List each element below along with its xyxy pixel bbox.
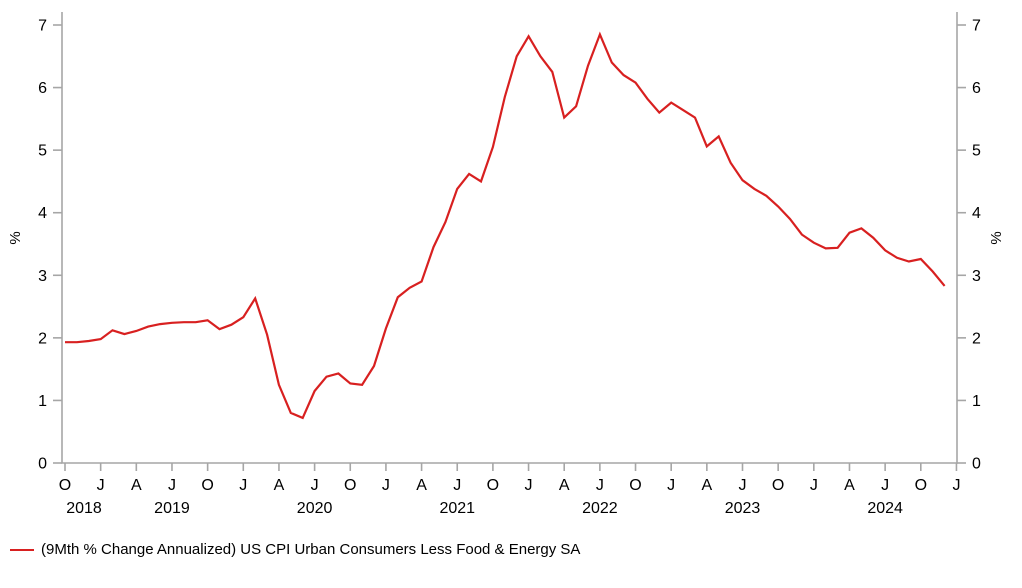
x-axis-month-label: J	[810, 477, 818, 494]
x-axis-month-label: O	[487, 477, 499, 494]
x-axis-year-label: 2023	[725, 500, 761, 517]
y-axis-tick-label-left: 1	[38, 393, 47, 410]
x-axis-month-label: J	[168, 477, 176, 494]
y-axis-tick-label-left: 6	[38, 80, 47, 97]
legend-line-swatch	[10, 548, 34, 552]
y-axis-tick-label-left: 3	[38, 268, 47, 285]
series-line	[65, 31, 946, 420]
y-axis-tick-label-left: 7	[38, 18, 47, 35]
x-axis-year-label: 2020	[297, 500, 333, 517]
y-axis-tick-label-right: 1	[972, 393, 981, 410]
x-axis-month-label: A	[416, 477, 427, 494]
y-axis-tick-label-right: 0	[972, 456, 981, 473]
legend-label: (9Mth % Change Annualized) US CPI Urban …	[41, 541, 581, 558]
x-axis-year-label: 2019	[154, 500, 190, 517]
x-axis-month-label: O	[772, 477, 784, 494]
y-axis-tick-label-left: 5	[38, 143, 47, 160]
x-axis-month-label: A	[274, 477, 285, 494]
y-axis-tick-label-right: 2	[972, 330, 981, 347]
x-axis-month-label: O	[629, 477, 641, 494]
x-axis-month-label: J	[596, 477, 604, 494]
y-axis-tick-label-left: 0	[38, 456, 47, 473]
y-axis-tick-label-left: 2	[38, 330, 47, 347]
x-axis-month-label: O	[344, 477, 356, 494]
x-axis-month-label: O	[59, 477, 71, 494]
x-axis-month-label: J	[382, 477, 390, 494]
y-axis-title-left: %	[7, 231, 24, 244]
x-axis-year-label: 2024	[867, 500, 903, 517]
x-axis-month-label: A	[702, 477, 713, 494]
x-axis-month-label: J	[97, 477, 105, 494]
x-axis-month-label: A	[131, 477, 142, 494]
x-axis-month-label: J	[453, 477, 461, 494]
x-axis-month-label: J	[239, 477, 247, 494]
legend: (9Mth % Change Annualized) US CPI Urban …	[10, 541, 580, 559]
x-axis-month-label: J	[881, 477, 889, 494]
y-axis-title-right: %	[988, 231, 1005, 244]
x-axis-month-label: O	[201, 477, 213, 494]
x-axis-month-label: A	[559, 477, 570, 494]
x-axis-year-label: 2021	[439, 500, 475, 517]
x-axis-month-label: J	[739, 477, 747, 494]
y-axis-tick-label-right: 6	[972, 80, 981, 97]
y-axis-tick-label-right: 7	[972, 18, 981, 35]
x-axis-month-label: J	[525, 477, 533, 494]
y-axis-tick-label-left: 4	[38, 205, 47, 222]
y-axis-tick-label-right: 5	[972, 143, 981, 160]
x-axis-month-label: J	[311, 477, 319, 494]
x-axis-month-label: J	[667, 477, 675, 494]
axis-frame	[61, 12, 958, 464]
x-axis-month-label: A	[844, 477, 855, 494]
y-axis-tick-label-right: 3	[972, 268, 981, 285]
y-axis-tick-label-right: 4	[972, 205, 981, 222]
x-axis-year-label: 2022	[582, 500, 618, 517]
x-axis-year-label: 2018	[66, 500, 102, 517]
x-axis-month-label: J	[952, 477, 960, 494]
x-axis-month-label: O	[915, 477, 927, 494]
